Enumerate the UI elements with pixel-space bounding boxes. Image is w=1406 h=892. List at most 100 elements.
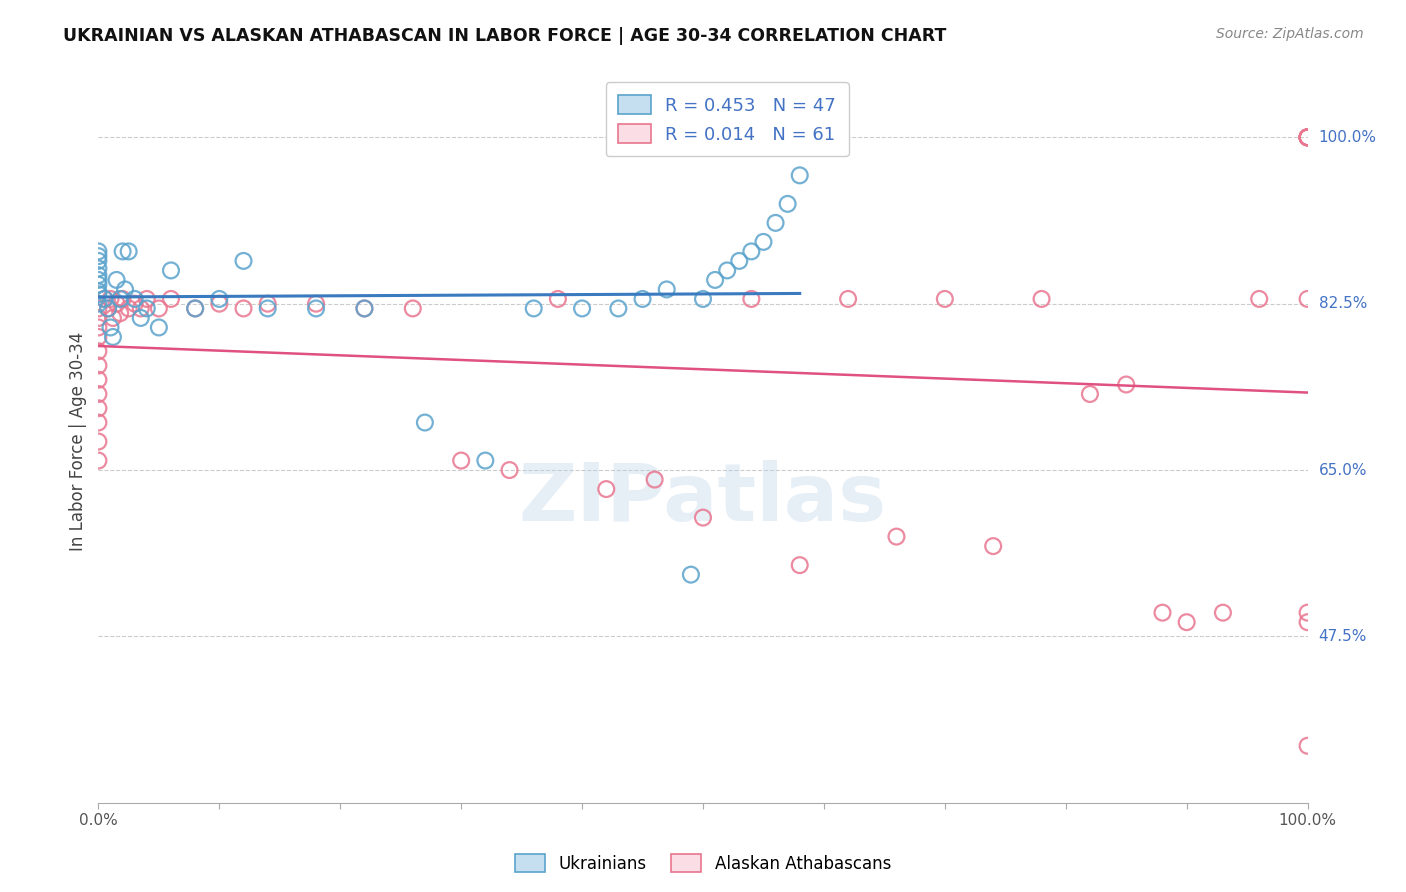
Point — [135, 301, 157, 316]
Point — [118, 301, 141, 316]
Point — [160, 263, 183, 277]
Point — [105, 296, 128, 310]
Point — [1296, 130, 1319, 145]
Point — [413, 416, 436, 430]
Point — [105, 273, 128, 287]
Point — [1296, 130, 1319, 145]
Point — [129, 310, 152, 325]
Point — [232, 253, 254, 268]
Point — [776, 197, 799, 211]
Point — [607, 301, 630, 316]
Point — [353, 301, 375, 316]
Point — [752, 235, 775, 249]
Point — [886, 530, 908, 544]
Point — [148, 301, 170, 316]
Point — [87, 387, 110, 401]
Point — [87, 320, 110, 334]
Point — [87, 301, 110, 316]
Legend: Ukrainians, Alaskan Athabascans: Ukrainians, Alaskan Athabascans — [508, 847, 898, 880]
Point — [87, 253, 110, 268]
Point — [1296, 130, 1319, 145]
Point — [87, 244, 110, 259]
Point — [87, 416, 110, 430]
Point — [135, 292, 157, 306]
Point — [184, 301, 207, 316]
Point — [208, 296, 231, 310]
Point — [1115, 377, 1137, 392]
Point — [87, 261, 110, 276]
Point — [1175, 615, 1198, 630]
Point — [631, 292, 654, 306]
Point — [87, 310, 110, 325]
Point — [789, 169, 811, 183]
Point — [692, 510, 714, 524]
Point — [87, 296, 110, 310]
Point — [934, 292, 956, 306]
Point — [1212, 606, 1234, 620]
Point — [87, 453, 110, 467]
Point — [450, 453, 472, 467]
Point — [1296, 615, 1319, 630]
Point — [256, 301, 278, 316]
Point — [523, 301, 546, 316]
Text: 65.0%: 65.0% — [1319, 463, 1367, 477]
Point — [87, 330, 110, 344]
Point — [1296, 292, 1319, 306]
Point — [232, 301, 254, 316]
Point — [1296, 606, 1319, 620]
Point — [100, 292, 122, 306]
Point — [655, 282, 678, 296]
Point — [1296, 739, 1319, 753]
Text: ZIPatlas: ZIPatlas — [519, 460, 887, 539]
Point — [765, 216, 787, 230]
Point — [1296, 130, 1319, 145]
Point — [184, 301, 207, 316]
Point — [129, 301, 152, 316]
Legend: R = 0.453   N = 47, R = 0.014   N = 61: R = 0.453 N = 47, R = 0.014 N = 61 — [606, 82, 849, 156]
Point — [595, 482, 617, 496]
Point — [97, 301, 120, 316]
Point — [87, 268, 110, 282]
Point — [148, 320, 170, 334]
Point — [1078, 387, 1101, 401]
Point — [1249, 292, 1271, 306]
Point — [704, 273, 727, 287]
Text: UKRAINIAN VS ALASKAN ATHABASCAN IN LABOR FORCE | AGE 30-34 CORRELATION CHART: UKRAINIAN VS ALASKAN ATHABASCAN IN LABOR… — [63, 27, 946, 45]
Point — [87, 285, 110, 299]
Point — [740, 244, 762, 259]
Point — [160, 292, 183, 306]
Point — [981, 539, 1004, 553]
Point — [87, 344, 110, 359]
Point — [547, 292, 569, 306]
Point — [100, 320, 122, 334]
Point — [93, 292, 115, 306]
Point — [571, 301, 593, 316]
Point — [87, 373, 110, 387]
Point — [1296, 130, 1319, 145]
Point — [87, 249, 110, 263]
Point — [87, 273, 110, 287]
Point — [124, 296, 146, 310]
Text: 82.5%: 82.5% — [1319, 296, 1367, 311]
Point — [474, 453, 496, 467]
Point — [118, 244, 141, 259]
Point — [402, 301, 425, 316]
Point — [1031, 292, 1053, 306]
Point — [305, 301, 328, 316]
Point — [644, 473, 666, 487]
Point — [87, 277, 110, 292]
Point — [111, 292, 134, 306]
Point — [1296, 130, 1319, 145]
Point — [740, 292, 762, 306]
Point — [679, 567, 702, 582]
Text: 47.5%: 47.5% — [1319, 629, 1367, 644]
Point — [101, 310, 124, 325]
Point — [108, 306, 131, 320]
Point — [256, 296, 278, 310]
Point — [93, 292, 115, 306]
Point — [87, 401, 110, 416]
Point — [97, 301, 120, 316]
Point — [716, 263, 738, 277]
Y-axis label: In Labor Force | Age 30-34: In Labor Force | Age 30-34 — [69, 332, 87, 551]
Point — [305, 296, 328, 310]
